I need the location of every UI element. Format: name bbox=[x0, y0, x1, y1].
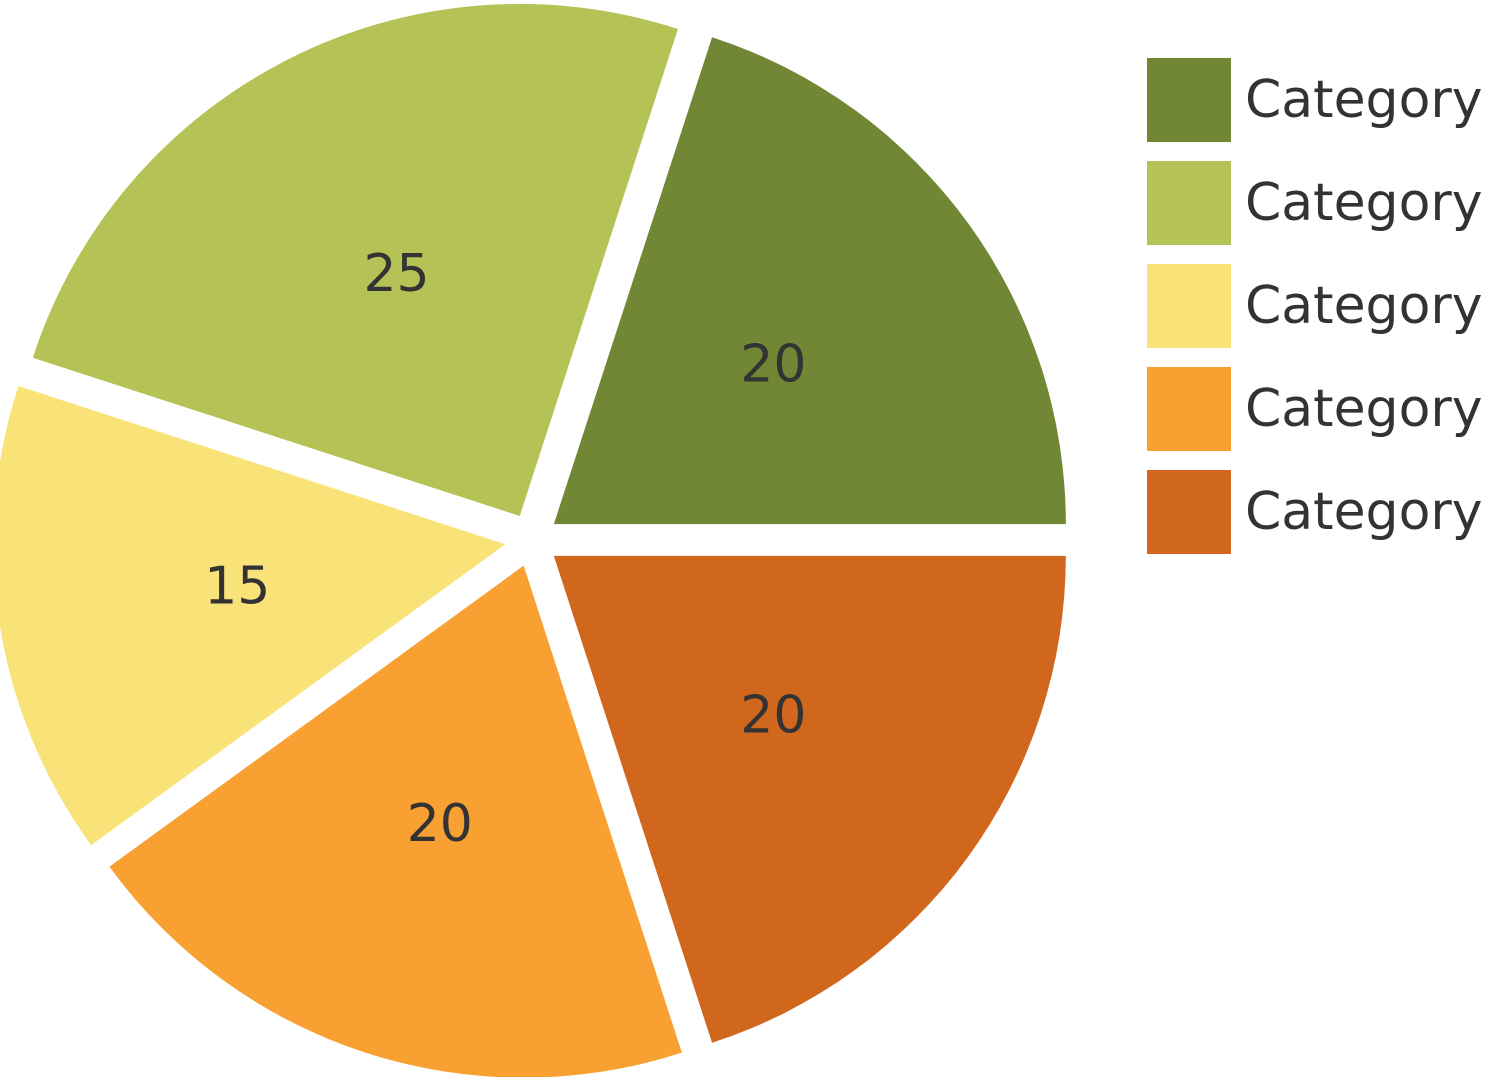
pie-slice bbox=[553, 37, 1066, 525]
legend-swatch bbox=[1147, 470, 1231, 554]
legend-swatch bbox=[1147, 161, 1231, 245]
legend-swatch bbox=[1147, 367, 1231, 451]
pie-data-labels: 20 25 15 20 20 bbox=[204, 244, 806, 854]
legend-item: Category bbox=[1147, 161, 1492, 245]
pie-slices bbox=[0, 3, 1066, 1077]
pie-slice bbox=[0, 386, 506, 846]
legend-label: Category bbox=[1245, 276, 1483, 336]
pie-data-label: 15 bbox=[204, 557, 270, 617]
pie-slice bbox=[109, 565, 682, 1077]
pie-data-label: 25 bbox=[363, 244, 429, 304]
legend-label: Category bbox=[1245, 173, 1483, 233]
legend-item: Category bbox=[1147, 367, 1492, 451]
pie-slice bbox=[553, 555, 1066, 1043]
pie-data-label: 20 bbox=[407, 794, 473, 854]
legend-swatch bbox=[1147, 58, 1231, 142]
pie-slice bbox=[32, 3, 678, 516]
legend-item: Category bbox=[1147, 264, 1492, 348]
legend-item: Category bbox=[1147, 58, 1492, 142]
legend-label: Category bbox=[1245, 482, 1483, 542]
legend-label: Category bbox=[1245, 70, 1483, 130]
pie-data-label: 20 bbox=[740, 335, 806, 395]
legend-label: Category bbox=[1245, 379, 1483, 439]
legend-item: Category bbox=[1147, 470, 1492, 554]
legend: Category Category Category Category Cate… bbox=[1147, 58, 1492, 573]
pie-data-label: 20 bbox=[740, 685, 806, 745]
legend-swatch bbox=[1147, 264, 1231, 348]
